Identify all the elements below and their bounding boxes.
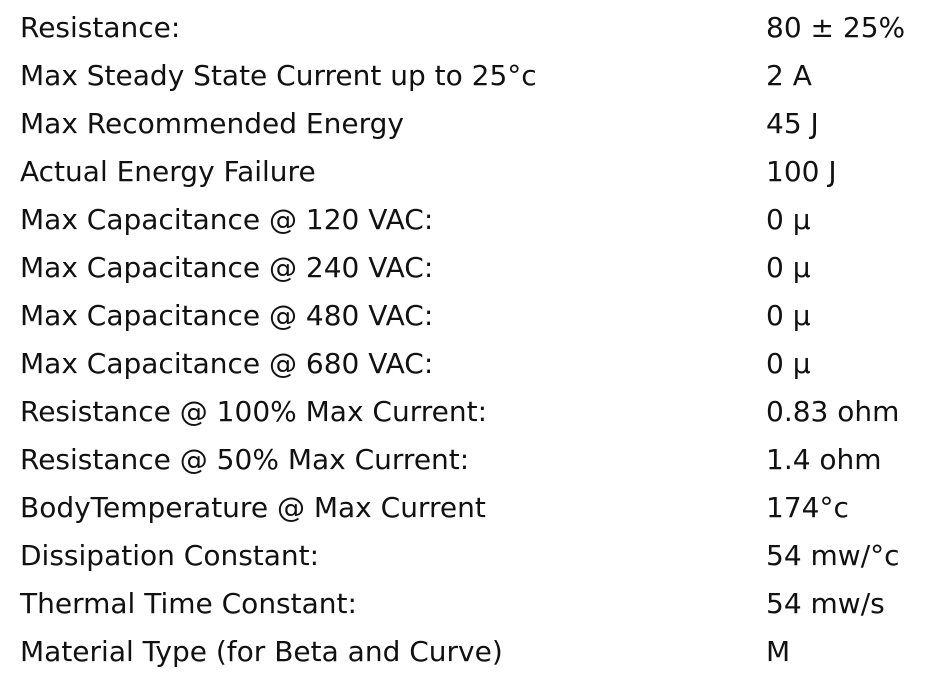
spec-label: Resistance: <box>20 11 181 44</box>
spec-label: Resistance @ 50% Max Current: <box>20 443 470 476</box>
spec-value: 1.4 ohm <box>766 443 882 476</box>
spec-value: 0 μ <box>766 251 811 284</box>
spec-value: M <box>766 635 791 668</box>
spec-label: Material Type (for Beta and Curve) <box>20 635 503 668</box>
spec-label: Max Steady State Current up to 25°c <box>20 59 537 92</box>
spec-label: Max Capacitance @ 120 VAC: <box>20 203 434 236</box>
spec-value: 0 μ <box>766 203 811 236</box>
spec-value: 174°c <box>766 491 849 524</box>
spec-value: 2 A <box>766 59 812 92</box>
spec-value: 0.83 ohm <box>766 395 900 428</box>
spec-label: Max Recommended Energy <box>20 107 404 140</box>
spec-label: Resistance @ 100% Max Current: <box>20 395 488 428</box>
spec-value: 54 mw/°c <box>766 539 900 572</box>
spec-value: 45 J <box>766 107 819 140</box>
spec-value: 54 mw/s <box>766 587 885 620</box>
spec-label: Actual Energy Failure <box>20 155 316 188</box>
spec-label: BodyTemperature @ Max Current <box>20 491 486 524</box>
spec-value: 0 μ <box>766 299 811 332</box>
spec-label: Max Capacitance @ 240 VAC: <box>20 251 434 284</box>
spec-label: Dissipation Constant: <box>20 539 320 572</box>
spec-label: Thermal Time Constant: <box>20 587 357 620</box>
spec-value: 100 J <box>766 155 837 188</box>
spec-value: 0 μ <box>766 347 811 380</box>
spec-label: Max Capacitance @ 680 VAC: <box>20 347 434 380</box>
spec-label: Max Capacitance @ 480 VAC: <box>20 299 434 332</box>
spec-value: 80 ± 25% <box>766 11 906 44</box>
